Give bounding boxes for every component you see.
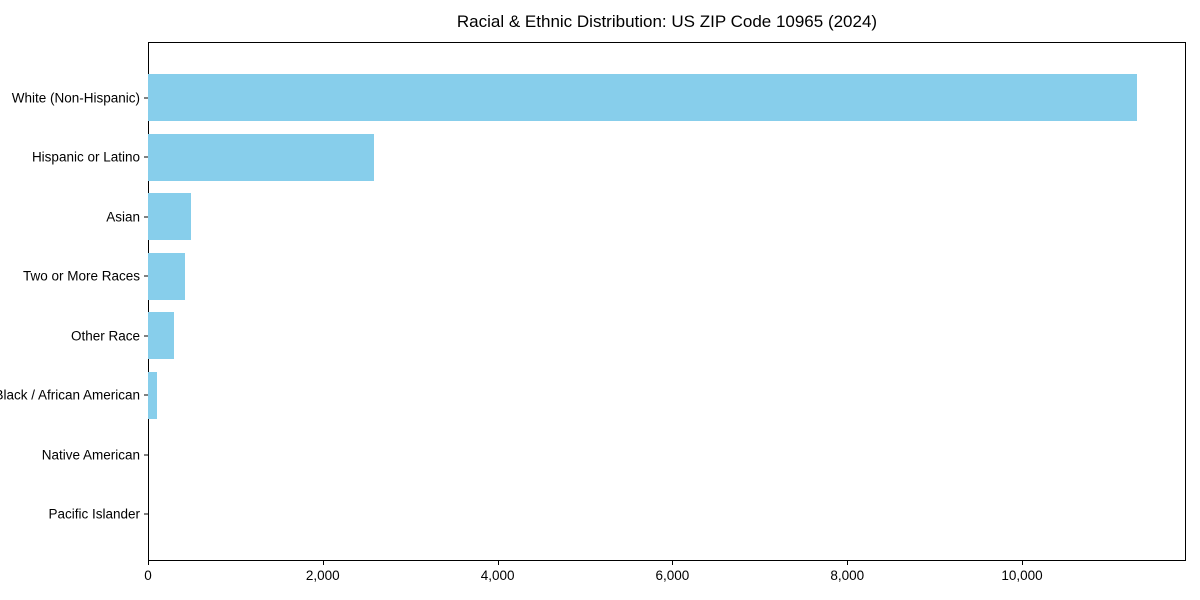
x-tick-mark <box>497 561 499 565</box>
y-tick-label: White (Non-Hispanic) <box>11 90 140 105</box>
x-tick-mark <box>1022 561 1024 565</box>
x-tick-mark <box>672 561 674 565</box>
x-tick-label: 0 <box>144 568 152 583</box>
x-tick-mark <box>148 561 149 565</box>
bar-other-race <box>148 312 175 359</box>
y-tick-mark <box>144 275 148 277</box>
y-tick-mark <box>144 394 148 396</box>
x-tick-mark <box>847 561 849 565</box>
y-tick-mark <box>144 513 148 515</box>
y-tick-mark <box>144 454 148 455</box>
y-tick-label: Black / African American <box>0 387 140 403</box>
y-tick-label: Other Race <box>70 328 140 343</box>
y-tick-label: Two or More Races <box>22 268 140 284</box>
y-tick-label: Asian <box>106 209 140 224</box>
bar-hispanic-or-latino <box>148 133 374 181</box>
plot-area <box>148 42 1186 561</box>
y-tick-label: Hispanic or Latino <box>31 149 140 165</box>
y-tick-mark <box>144 97 148 98</box>
y-tick-mark <box>144 335 148 336</box>
y-tick-mark <box>144 216 148 217</box>
x-tick-label: 2,000 <box>305 568 340 583</box>
x-tick-label: 4,000 <box>480 568 515 583</box>
x-tick-label: 10,000 <box>1001 568 1043 583</box>
y-tick-label: Native American <box>41 447 140 462</box>
bar-black-african-american <box>148 371 157 419</box>
bar-asian <box>148 193 192 240</box>
y-tick-mark <box>144 156 148 158</box>
bar-white-non-hispanic <box>148 74 1137 121</box>
bar-two-or-more-races <box>148 252 185 300</box>
x-tick-label: 6,000 <box>655 568 690 583</box>
x-tick-mark <box>322 561 324 565</box>
y-tick-label: Pacific Islander <box>48 506 140 522</box>
chart-title: Racial & Ethnic Distribution: US ZIP Cod… <box>456 12 878 31</box>
x-tick-label: 8,000 <box>830 568 865 583</box>
